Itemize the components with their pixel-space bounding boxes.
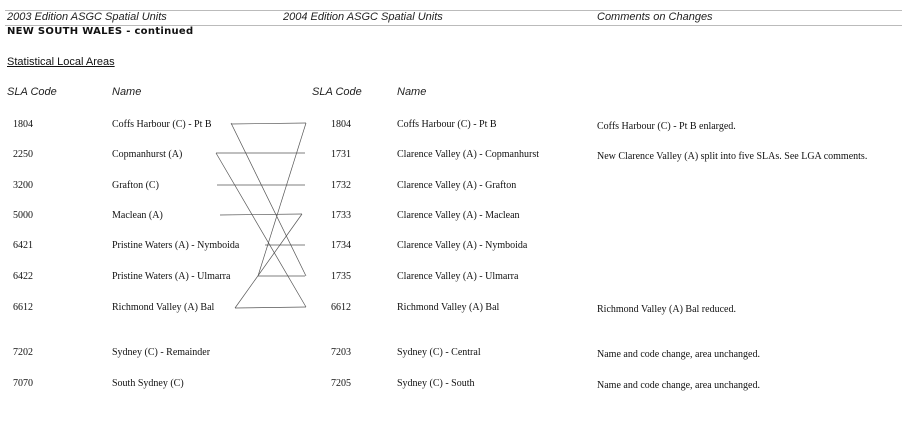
sla-code-2004: 1733 — [331, 210, 351, 221]
sla-name-2003: Pristine Waters (A) - Ulmarra — [112, 271, 231, 282]
sla-code-2003: 7070 — [13, 378, 33, 389]
sla-code-2004: 1734 — [331, 240, 351, 251]
sla-name-2004: Sydney (C) - Central — [397, 347, 481, 358]
sla-name-2004: Clarence Valley (A) - Copmanhurst — [397, 149, 539, 160]
sla-name-2004: Clarence Valley (A) - Nymboida — [397, 240, 528, 251]
sla-code-2003: 6612 — [13, 302, 33, 313]
sla-name-2003: South Sydney (C) — [112, 378, 184, 389]
link-line — [257, 122, 307, 277]
sla-name-2003: Coffs Harbour (C) - Pt B — [112, 119, 212, 130]
sla-name-2003: Maclean (A) — [112, 210, 163, 221]
sla-name-2004: Clarence Valley (A) - Grafton — [397, 180, 517, 191]
sla-code-2004: 1731 — [331, 149, 351, 160]
link-line — [234, 306, 307, 309]
header-top-rule — [5, 10, 902, 11]
sla-code-2004: 7203 — [331, 347, 351, 358]
header-comments: Comments on Changes — [597, 11, 713, 23]
state-heading: NEW SOUTH WALES - continued — [7, 26, 194, 37]
sla-name-2003: Richmond Valley (A) Bal — [112, 302, 215, 313]
sla-code-2004: 1735 — [331, 271, 351, 282]
sla-code-2004: 6612 — [331, 302, 351, 313]
col-name-2003: Name — [112, 86, 142, 98]
header-2003-edition: 2003 Edition ASGC Spatial Units — [7, 11, 167, 23]
sla-name-2003: Grafton (C) — [112, 180, 159, 191]
section-heading: Statistical Local Areas — [7, 56, 115, 68]
sla-name-2003: Sydney (C) - Remainder — [112, 347, 211, 358]
sla-name-2003: Copmanhurst (A) — [112, 149, 183, 160]
comment: Name and code change, area unchanged. — [597, 380, 760, 391]
sla-code-2003: 2250 — [13, 149, 33, 160]
header-bottom-rule — [5, 25, 902, 26]
comment: Name and code change, area unchanged. — [597, 349, 760, 360]
header-2004-edition: 2004 Edition ASGC Spatial Units — [283, 11, 443, 23]
sla-code-2004: 1732 — [331, 180, 351, 191]
sla-code-2003: 1804 — [13, 119, 33, 130]
link-line — [215, 152, 307, 308]
sla-name-2004: Coffs Harbour (C) - Pt B — [397, 119, 497, 130]
col-name-2004: Name — [397, 86, 427, 98]
col-sla-code-2004: SLA Code — [312, 86, 362, 98]
sla-name-2004: Clarence Valley (A) - Maclean — [397, 210, 520, 221]
link-line — [230, 122, 307, 277]
sla-code-2004: 7205 — [331, 378, 351, 389]
sla-code-2004: 1804 — [331, 119, 351, 130]
comment: New Clarence Valley (A) split into five … — [597, 151, 868, 162]
sla-code-2003: 7202 — [13, 347, 33, 358]
col-sla-code-2003: SLA Code — [7, 86, 57, 98]
comment: Richmond Valley (A) Bal reduced. — [597, 304, 736, 315]
sla-code-2003: 3200 — [13, 180, 33, 191]
sla-name-2004: Clarence Valley (A) - Ulmarra — [397, 271, 519, 282]
sla-code-2003: 6422 — [13, 271, 33, 282]
comment: Coffs Harbour (C) - Pt B enlarged. — [597, 121, 736, 132]
link-line — [234, 213, 303, 309]
sla-name-2003: Pristine Waters (A) - Nymboida — [112, 240, 240, 251]
link-line — [219, 213, 303, 216]
sla-name-2004: Sydney (C) - South — [397, 378, 475, 389]
sla-code-2003: 6421 — [13, 240, 33, 251]
sla-name-2004: Richmond Valley (A) Bal — [397, 302, 500, 313]
sla-code-2003: 5000 — [13, 210, 33, 221]
link-line — [230, 122, 307, 125]
